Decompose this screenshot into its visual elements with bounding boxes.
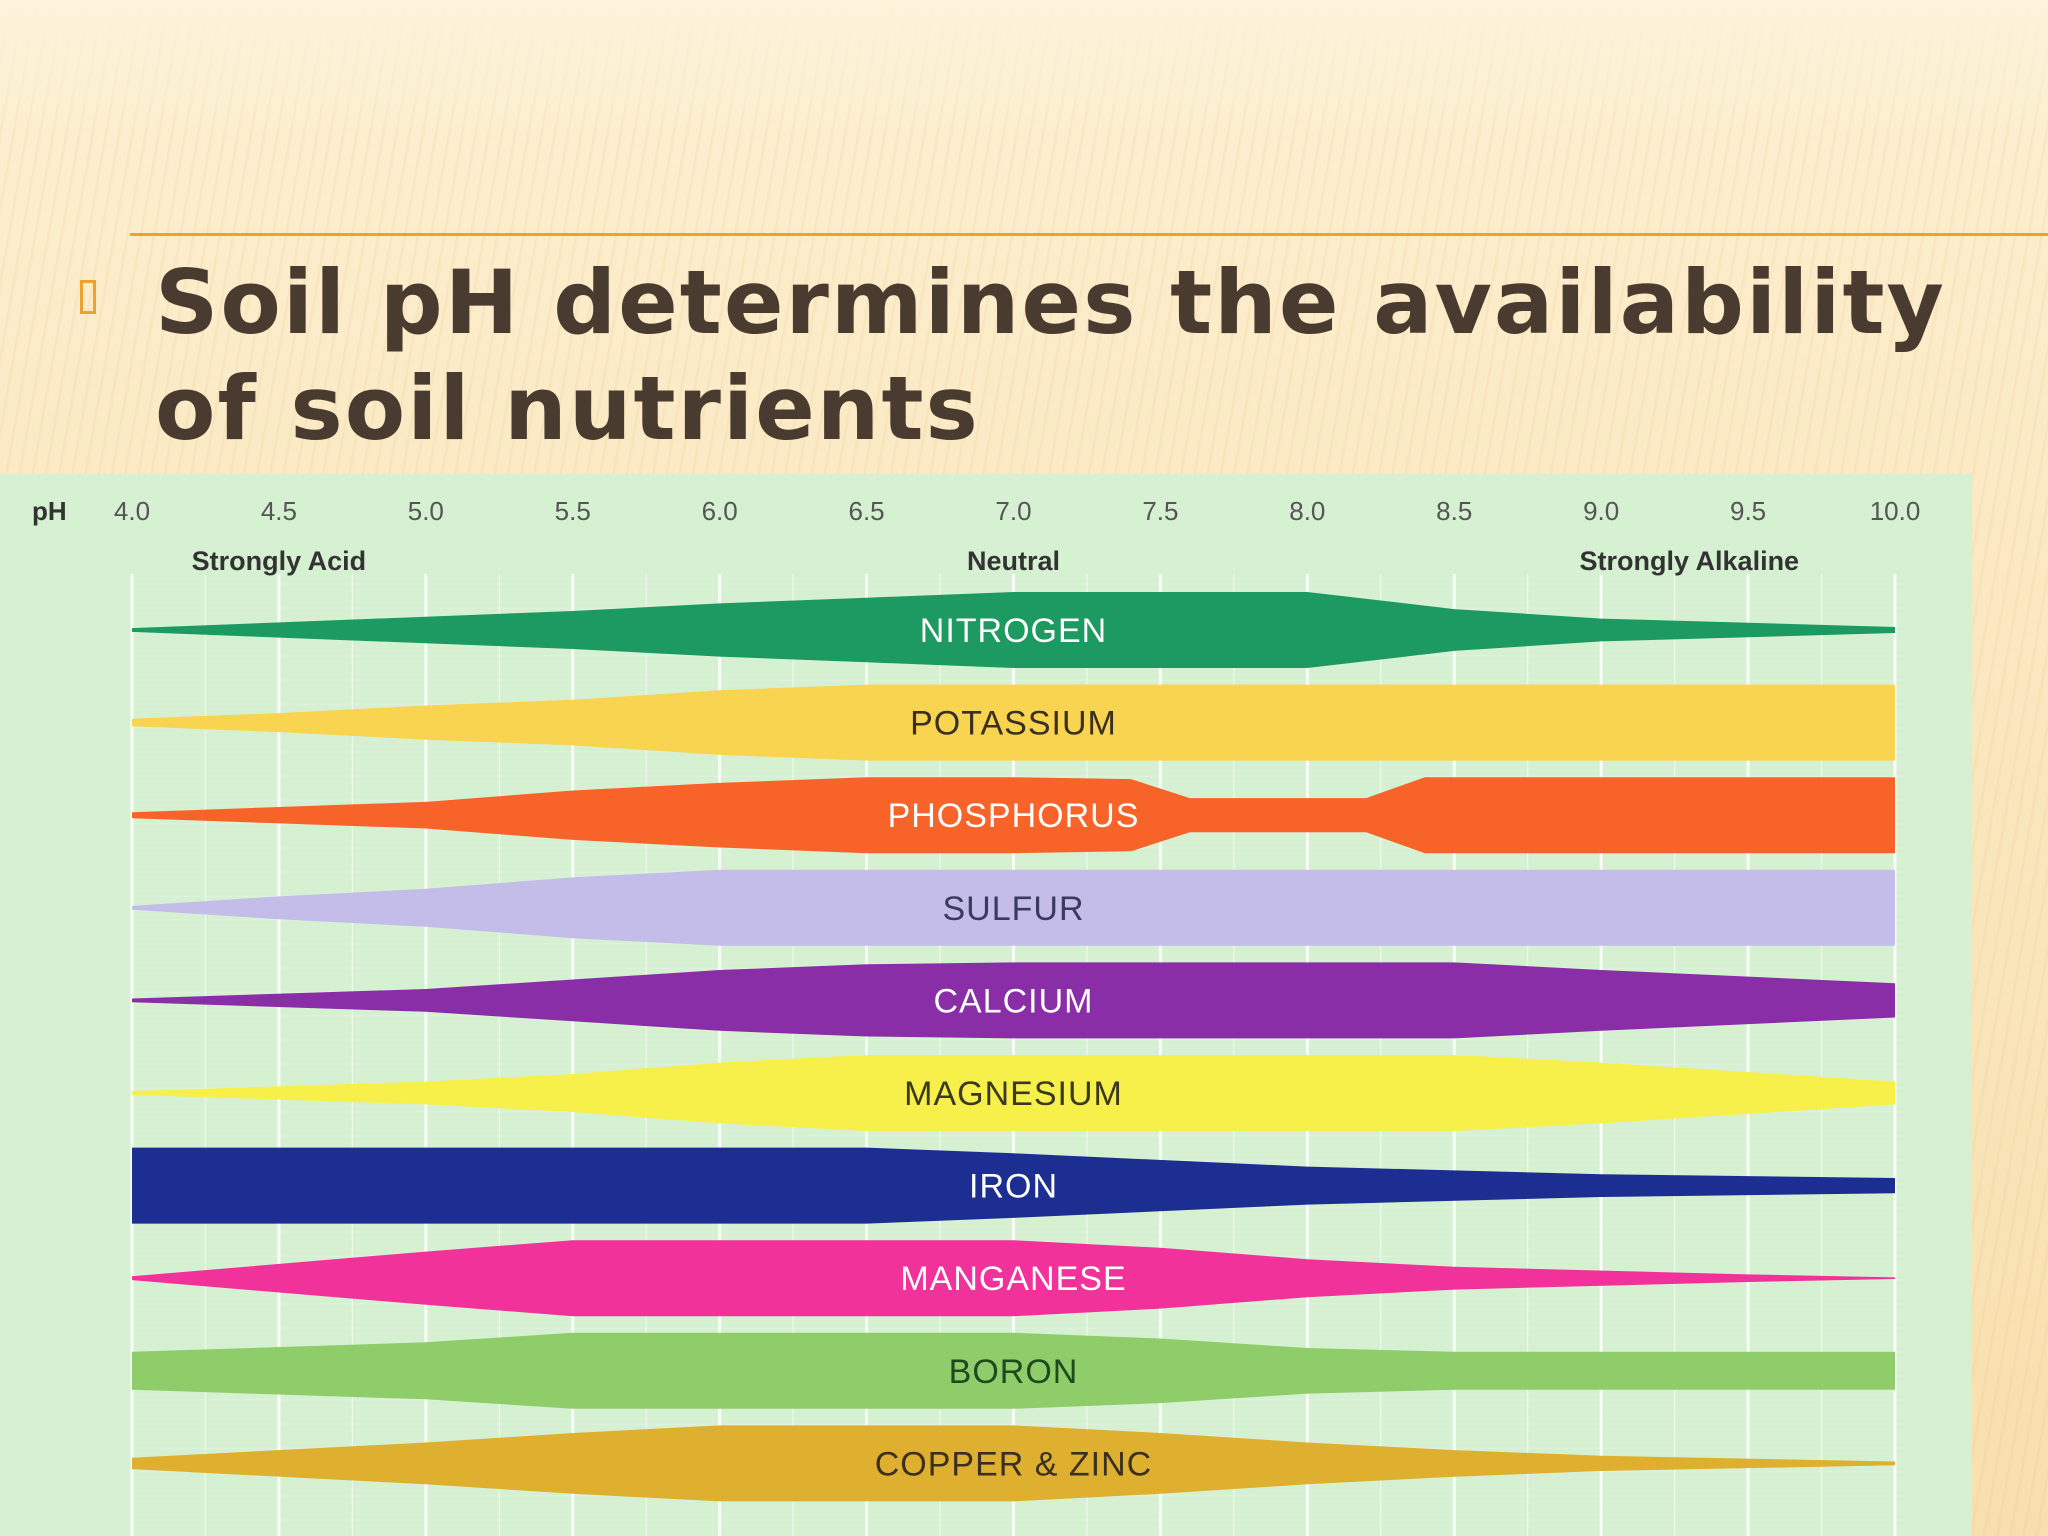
band-shape <box>132 592 1895 668</box>
nutrient-band: PHOSPHORUS <box>132 777 1895 854</box>
tick-label: 8.0 <box>1289 496 1325 526</box>
square-bullet-icon <box>80 280 96 314</box>
nutrient-band: POTASSIUM <box>132 684 1895 761</box>
band-label: BORON <box>949 1353 1079 1391</box>
tick-label: 8.5 <box>1436 496 1472 526</box>
band-shape <box>132 1055 1895 1131</box>
tick-label: 4.0 <box>114 496 150 526</box>
tick-label: 4.5 <box>261 496 297 526</box>
band-label: SULFUR <box>942 890 1084 928</box>
zone-label: Strongly Alkaline <box>1580 546 1800 576</box>
title-divider <box>130 233 2048 236</box>
tick-label: 6.5 <box>849 496 885 526</box>
band-label: MAGNESIUM <box>904 1075 1123 1113</box>
tick-label: 6.0 <box>702 496 738 526</box>
band-label: PHOSPHORUS <box>888 797 1140 835</box>
zone-label: Neutral <box>967 546 1060 576</box>
chart-canvas: pH 4.0 4.5 5.0 5.5 6.0 6.5 7.0 7.5 8.0 8.5 9.0 9.5 10… <box>32 496 1921 1536</box>
tick-label: 9.5 <box>1730 496 1766 526</box>
nutrient-band: SULFUR <box>132 869 1895 946</box>
tick-label: 5.0 <box>408 496 444 526</box>
band-shape <box>132 869 1895 946</box>
nutrient-band: BORON <box>132 1332 1895 1409</box>
nutrient-band: COPPER & ZINC <box>132 1425 1895 1502</box>
nutrient-band: IRON <box>132 1147 1895 1224</box>
slide-title: Soil pH determines the availability of s… <box>155 251 1946 460</box>
band-label: MANGANESE <box>900 1260 1126 1298</box>
band-shape <box>132 1332 1895 1409</box>
band-label: POTASSIUM <box>910 705 1117 743</box>
tick-label: 7.5 <box>1142 496 1178 526</box>
x-axis-label: pH <box>32 496 67 526</box>
band-label: CALCIUM <box>933 982 1093 1020</box>
band-shape <box>132 1425 1895 1502</box>
zone-label: Strongly Acid <box>192 546 367 576</box>
band-label: COPPER & ZINC <box>875 1445 1152 1483</box>
nutrient-band: MAGNESIUM <box>132 1055 1895 1131</box>
band-shape <box>132 1240 1895 1317</box>
tick-label: 7.0 <box>995 496 1031 526</box>
band-shape <box>132 777 1895 854</box>
ph-nutrient-chart: pH 4.0 4.5 5.0 5.5 6.0 6.5 7.0 7.5 8.0 8.5 9.0 9.5 10… <box>0 474 1972 1536</box>
band-shape <box>132 684 1895 761</box>
band-label: IRON <box>969 1168 1058 1206</box>
tick-label: 5.5 <box>555 496 591 526</box>
nutrient-band: NITROGEN <box>132 592 1895 668</box>
nutrient-band: MANGANESE <box>132 1240 1895 1317</box>
tick-label: 9.0 <box>1583 496 1619 526</box>
band-label: NITROGEN <box>920 612 1107 650</box>
nutrient-band: CALCIUM <box>132 962 1895 1039</box>
band-shape <box>132 962 1895 1039</box>
band-shape <box>132 1147 1895 1224</box>
tick-label: 10.0 <box>1870 496 1921 526</box>
